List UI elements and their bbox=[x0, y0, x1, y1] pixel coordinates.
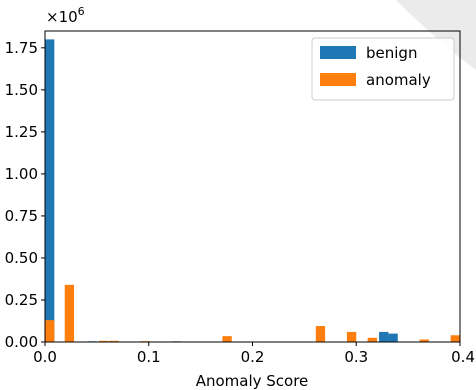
x-tick-label-3: 0.3 bbox=[344, 348, 368, 366]
y-tick-label-0: 0.00 bbox=[5, 333, 38, 351]
y-tick-label-7: 1.75 bbox=[5, 39, 38, 57]
x-tick-label-0: 0.0 bbox=[33, 348, 57, 366]
bars-layer bbox=[45, 39, 460, 343]
y-multiplier-label: ×106 bbox=[46, 5, 85, 26]
x-axis-title: Anomaly Score bbox=[196, 372, 309, 390]
y-multiplier-exponent: 6 bbox=[78, 5, 85, 18]
x-tick-label-4: 0.4 bbox=[451, 348, 475, 366]
bar-benign-4 bbox=[379, 331, 389, 342]
bar-anomaly-8 bbox=[367, 337, 377, 342]
bar-anomaly-5 bbox=[222, 336, 232, 342]
bar-anomaly-1 bbox=[64, 284, 75, 342]
bar-anomaly-3 bbox=[109, 340, 119, 342]
bar-anomaly-9 bbox=[419, 339, 429, 342]
x-tick-label-2: 0.2 bbox=[241, 348, 265, 366]
bar-benign-0 bbox=[45, 39, 55, 343]
legend-label-benign: benign bbox=[366, 44, 417, 62]
x-tick-label-1: 0.1 bbox=[137, 348, 161, 366]
bar-anomaly-7 bbox=[346, 331, 357, 342]
legend-swatch-anomaly bbox=[320, 73, 356, 86]
x-axis-ticks: 0.0 0.1 0.2 0.3 0.4 bbox=[33, 342, 475, 366]
y-axis-ticks: 0.00 0.25 0.50 0.75 1.00 1.25 1.50 1.75 bbox=[5, 39, 45, 351]
bar-benign-5 bbox=[388, 333, 398, 342]
y-tick-label-2: 0.50 bbox=[5, 249, 38, 267]
y-tick-label-6: 1.50 bbox=[5, 81, 38, 99]
legend: benign anomaly bbox=[311, 37, 455, 101]
bar-anomaly-6 bbox=[315, 326, 326, 342]
y-tick-label-1: 0.25 bbox=[5, 291, 38, 309]
bar-anomaly-2 bbox=[98, 340, 109, 342]
y-tick-label-4: 1.00 bbox=[5, 165, 38, 183]
y-tick-label-3: 0.75 bbox=[5, 207, 38, 225]
bar-anomaly-0 bbox=[45, 320, 55, 342]
bar-anomaly-10 bbox=[450, 335, 460, 342]
legend-swatch-benign bbox=[320, 46, 356, 59]
legend-label-anomaly: anomaly bbox=[366, 71, 431, 89]
y-tick-label-5: 1.25 bbox=[5, 123, 38, 141]
